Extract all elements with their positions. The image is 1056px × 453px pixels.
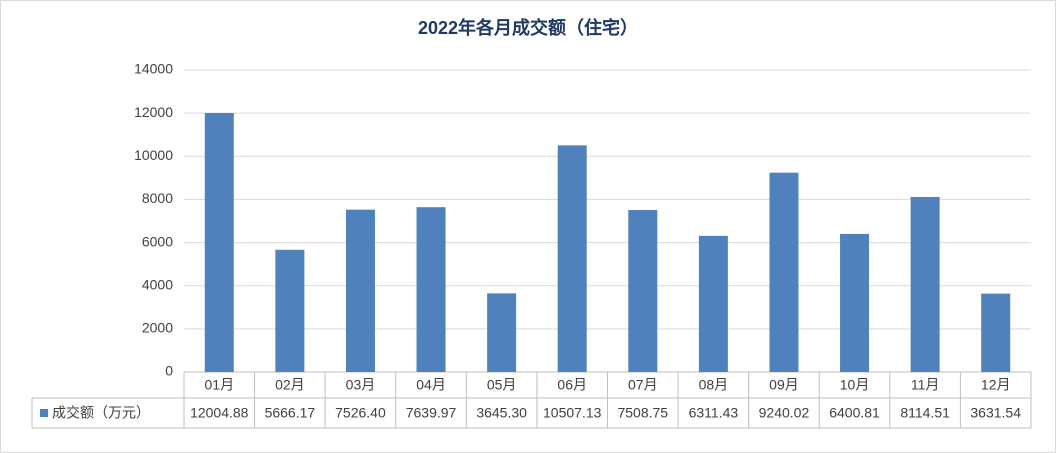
table-value: 9240.02: [759, 405, 810, 421]
y-tick-label: 10000: [134, 147, 173, 163]
x-tick-label: 06月: [557, 377, 587, 393]
x-tick-label: 05月: [487, 377, 517, 393]
bar: [769, 172, 799, 372]
table-value: 5666.17: [265, 405, 316, 421]
table-value: 7639.97: [406, 405, 457, 421]
y-tick-label: 6000: [142, 233, 173, 249]
bar: [628, 210, 658, 372]
x-tick-label: 02月: [275, 377, 305, 393]
x-tick-label: 04月: [416, 377, 446, 393]
y-tick-label: 2000: [142, 320, 173, 336]
bar: [204, 113, 234, 372]
y-tick-label: 14000: [134, 61, 173, 77]
x-tick-label: 09月: [769, 377, 799, 393]
x-tick-label: 03月: [346, 377, 376, 393]
table-value: 6400.81: [829, 405, 880, 421]
bar: [698, 235, 728, 372]
bar: [557, 145, 587, 372]
x-tick-label: 07月: [628, 377, 658, 393]
x-tick-label: 08月: [699, 377, 729, 393]
bar: [416, 207, 446, 372]
chart-title: 2022年各月成交额（住宅）: [418, 17, 638, 38]
legend-label: 成交额（万元）: [52, 405, 150, 421]
x-tick-label: 10月: [840, 377, 870, 393]
bar: [840, 233, 870, 372]
x-tick-label: 01月: [205, 377, 235, 393]
table-value: 12004.88: [190, 405, 249, 421]
table-value: 6311.43: [689, 405, 739, 421]
table-value: 8114.51: [900, 405, 950, 421]
x-tick-label: 12月: [981, 377, 1011, 393]
bar: [910, 196, 940, 372]
bar: [345, 209, 375, 372]
table-value: 10507.13: [543, 405, 602, 421]
bar: [487, 293, 517, 372]
y-tick-label: 4000: [142, 276, 173, 292]
table-value: 7508.75: [617, 405, 668, 421]
table-value: 7526.40: [335, 405, 386, 421]
table-value: 3645.30: [476, 405, 527, 421]
bar: [275, 249, 305, 372]
y-tick-label: 0: [165, 363, 173, 379]
table-value: 3631.54: [970, 405, 1021, 421]
bar: [981, 293, 1011, 372]
y-tick-label: 12000: [134, 104, 173, 120]
legend-swatch: [40, 409, 48, 417]
y-tick-label: 8000: [142, 190, 173, 206]
x-tick-label: 11月: [911, 377, 940, 393]
